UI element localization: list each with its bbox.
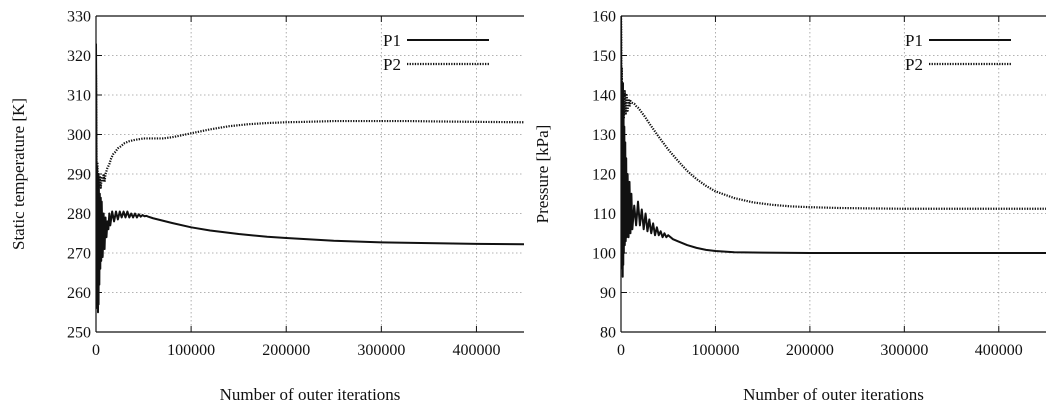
x-tick-label: 100000 [167, 342, 215, 359]
y-tick-label: 270 [67, 246, 91, 263]
chart-panel-temperature: 250 260 270 280 290 300 310 320 330 0 100000 200000… [9, 9, 524, 404]
legend-label-p2: P2 [383, 55, 401, 74]
y-tick-label: 150 [592, 48, 616, 65]
series-line-p2 [621, 16, 1046, 210]
x-tick-label: 300000 [880, 342, 928, 359]
x-tick-label: 0 [617, 342, 625, 359]
series-line-p1 [621, 16, 1046, 278]
x-tick-label: 300000 [357, 342, 405, 359]
y-tick-label: 290 [67, 167, 91, 184]
y-tick-label: 90 [600, 285, 616, 302]
legend-label-p2: P2 [905, 55, 923, 74]
x-axis-title: Number of outer iterations [743, 385, 924, 404]
series-line-p1 [96, 43, 524, 314]
chart-panel-pressure: 80 90 100 110 120 130 140 150 160 0 100000 200000 30… [533, 9, 1046, 404]
x-tick-label: 100000 [691, 342, 739, 359]
y-tick-label: 260 [67, 285, 91, 302]
y-tick-label: 110 [593, 206, 616, 223]
y-tick-label: 310 [67, 88, 91, 105]
y-axis-title: Static temperature [K] [9, 98, 28, 250]
x-axis-title: Number of outer iterations [220, 385, 401, 404]
y-tick-label: 160 [592, 9, 616, 26]
x-tick-label: 0 [92, 342, 100, 359]
y-tick-label: 250 [67, 325, 91, 342]
y-tick-label: 100 [592, 246, 616, 263]
y-tick-label: 330 [67, 9, 91, 26]
x-tick-label: 200000 [262, 342, 310, 359]
y-tick-label: 140 [592, 88, 616, 105]
legend-label-p1: P1 [905, 31, 923, 50]
y-tick-label: 320 [67, 48, 91, 65]
legend-label-p1: P1 [383, 31, 401, 50]
x-tick-label: 400000 [452, 342, 500, 359]
y-axis-title: Pressure [kPa] [533, 125, 552, 224]
y-tick-label: 120 [592, 167, 616, 184]
y-tick-label: 130 [592, 127, 616, 144]
y-tick-label: 280 [67, 206, 91, 223]
y-tick-label: 80 [600, 325, 616, 342]
series-line-p2 [96, 75, 524, 199]
x-tick-label: 200000 [786, 342, 834, 359]
y-tick-label: 300 [67, 127, 91, 144]
x-tick-label: 400000 [975, 342, 1023, 359]
